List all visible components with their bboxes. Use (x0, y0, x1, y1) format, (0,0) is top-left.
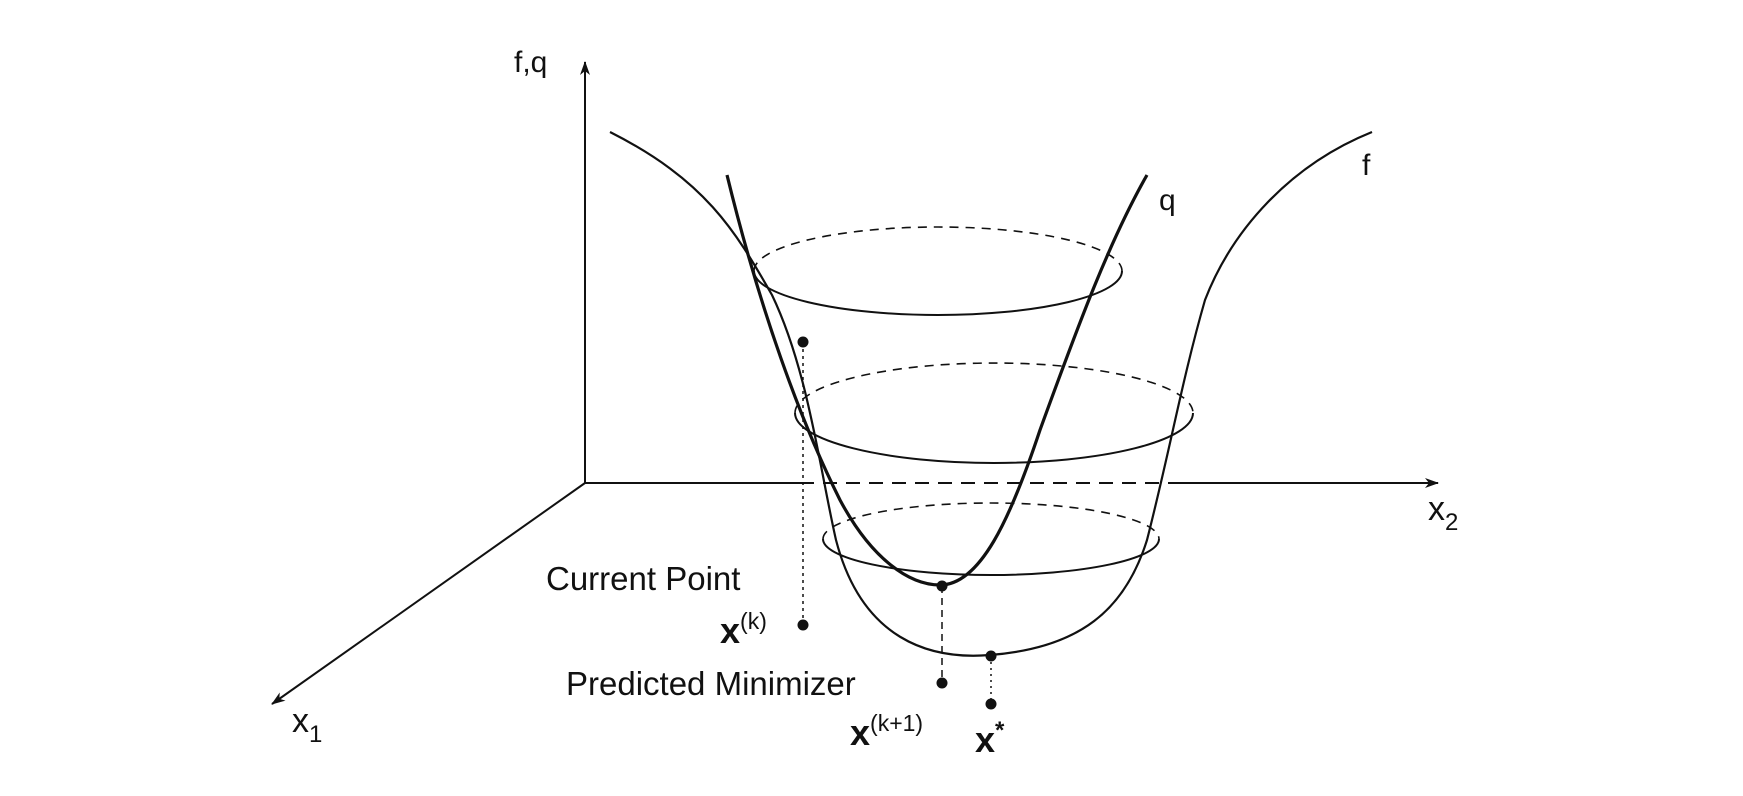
f-level-ellipse-upper-front (794, 412, 1194, 464)
predicted-minimizer-caption: Predicted Minimizer (566, 665, 856, 702)
f-minimum-point (985, 650, 997, 662)
predicted-minimizer-symbol: x(k+1) (850, 710, 923, 753)
predicted-minimizer-marker (936, 677, 948, 689)
f-level-ellipse-upper-back (794, 362, 1194, 414)
q-curve (725, 174, 1149, 587)
current-point-marker (797, 619, 809, 631)
q-level-ellipse-back (753, 226, 1123, 272)
q-curve-label: q (1159, 184, 1176, 217)
f-curve-label: f (1362, 149, 1371, 182)
current-point-on-f (797, 336, 809, 348)
q-level-ellipse-front (753, 270, 1123, 316)
vertical-axis-label: f,q (514, 46, 547, 79)
optimum-symbol: x* (975, 717, 1005, 760)
optimum-marker (985, 698, 997, 710)
current-point-symbol: x(k) (720, 608, 767, 651)
x1-axis (271, 482, 586, 705)
x1-axis-label: x1 (292, 702, 322, 748)
f-level-ellipse-lower-back (822, 502, 1160, 540)
f-level-ellipse-lower-front (822, 538, 1160, 576)
x2-axis-label: x2 (1428, 490, 1458, 536)
q-minimum-point (936, 580, 948, 592)
current-point-caption: Current Point (546, 560, 740, 597)
